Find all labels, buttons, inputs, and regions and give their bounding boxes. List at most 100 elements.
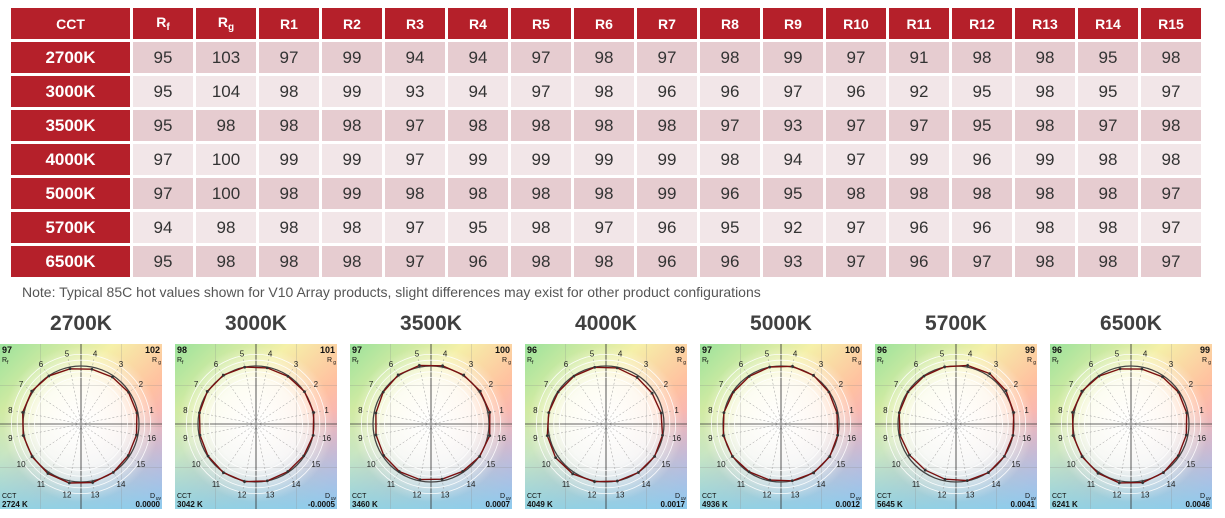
panel-title: 5700K bbox=[925, 312, 987, 335]
gamut-point bbox=[91, 481, 95, 484]
table-cell: 94 bbox=[448, 76, 508, 107]
gamut-point bbox=[1096, 471, 1100, 475]
gamut-point bbox=[1117, 481, 1121, 485]
duv-label: D bbox=[850, 493, 855, 500]
duv-label-sub: uv bbox=[856, 496, 862, 502]
gamut-point bbox=[835, 411, 839, 415]
table-cell: 99 bbox=[322, 144, 382, 175]
gamut-point bbox=[302, 454, 306, 458]
gamut-point bbox=[987, 471, 990, 474]
header-r11: R11 bbox=[889, 8, 949, 39]
rg-label-sub: g bbox=[1208, 360, 1211, 366]
hue-bin-label: 1 bbox=[149, 406, 154, 415]
gamut-point bbox=[478, 389, 482, 393]
hue-bin-label: 15 bbox=[661, 460, 670, 469]
gamut-point bbox=[1097, 374, 1101, 378]
table-cell: 99 bbox=[637, 178, 697, 209]
gamut-point bbox=[198, 433, 202, 437]
duv-label: D bbox=[325, 493, 330, 500]
table-cell: 96 bbox=[637, 212, 697, 243]
rf-label-sub: f bbox=[707, 360, 709, 366]
gamut-point bbox=[1080, 389, 1084, 393]
table-cell: 95 bbox=[952, 110, 1012, 141]
table-cell: 99 bbox=[259, 144, 319, 175]
gamut-point bbox=[135, 411, 139, 415]
header-r5: R5 bbox=[511, 8, 571, 39]
gamut-point bbox=[1080, 455, 1084, 459]
table-cell: 97 bbox=[1141, 212, 1201, 243]
header-r10: R10 bbox=[826, 8, 886, 39]
rf-label-sub: f bbox=[1057, 360, 1059, 366]
duv-value: 0.0000 bbox=[136, 500, 161, 509]
table-cell: 100 bbox=[196, 178, 256, 209]
gamut-point bbox=[943, 365, 947, 369]
table-row: 5700K 94 98 98 98 97 95 98 97 96 95 92 97 96 96 98 98 97 bbox=[11, 212, 1201, 243]
hue-bin-label: 1 bbox=[849, 406, 854, 415]
hue-bin-label: 16 bbox=[322, 434, 331, 443]
gamut-point bbox=[615, 479, 619, 483]
row-cct-label: 6500K bbox=[11, 246, 130, 277]
rg-label-sub: g bbox=[333, 360, 336, 366]
duv-label: D bbox=[1025, 493, 1030, 500]
table-cell: 99 bbox=[1015, 144, 1075, 175]
duv-label: D bbox=[1200, 493, 1205, 500]
table-cell: 95 bbox=[448, 212, 508, 243]
table-cell: 95 bbox=[133, 246, 193, 277]
duv-label-sub: uv bbox=[156, 496, 162, 502]
hue-bin-label: 2 bbox=[839, 380, 844, 389]
gamut-point bbox=[1177, 390, 1180, 394]
table-cell: 97 bbox=[511, 76, 571, 107]
cct-label: CCT bbox=[877, 493, 892, 500]
hue-bin-label: 7 bbox=[719, 380, 724, 389]
table-cell: 95 bbox=[133, 42, 193, 73]
rg-label: R bbox=[1202, 357, 1207, 364]
hue-bin-label: 1 bbox=[324, 406, 329, 415]
hue-bin-label: 13 bbox=[441, 491, 450, 500]
hue-bin-label: 3 bbox=[1169, 360, 1174, 369]
cct-label: CCT bbox=[177, 493, 192, 500]
hue-bin-label: 14 bbox=[467, 480, 476, 489]
rf-label: R bbox=[2, 357, 7, 364]
gamut-point bbox=[943, 477, 947, 481]
table-cell: 99 bbox=[448, 144, 508, 175]
gamut-point bbox=[1161, 375, 1164, 379]
gamut-point bbox=[722, 411, 726, 415]
cct-label: CCT bbox=[702, 493, 717, 500]
table-body: 2700K 95 103 97 99 94 94 97 98 97 98 99 97 91 98 98 95 98… bbox=[11, 42, 1201, 277]
table-cell: 97 bbox=[889, 110, 949, 141]
hue-bin-label: 9 bbox=[358, 434, 363, 443]
duv-value: 0.0012 bbox=[836, 500, 861, 509]
rg-label-sub: g bbox=[1033, 360, 1036, 366]
gamut-point bbox=[1185, 411, 1189, 415]
hue-bin-label: 11 bbox=[387, 480, 396, 489]
table-cell: 92 bbox=[763, 212, 823, 243]
hue-bin-label: 3 bbox=[294, 360, 299, 369]
rf-value: 96 bbox=[877, 345, 887, 355]
hue-bin-label: 6 bbox=[914, 360, 919, 369]
header-r7: R7 bbox=[637, 8, 697, 39]
table-cell: 98 bbox=[259, 76, 319, 107]
duv-label-sub: uv bbox=[681, 496, 687, 502]
hue-bin-label: 14 bbox=[292, 480, 301, 489]
hue-bin-label: 11 bbox=[912, 480, 921, 489]
table-cell: 97 bbox=[385, 246, 445, 277]
rf-value: 97 bbox=[2, 345, 12, 355]
header-rg-sub: g bbox=[228, 22, 235, 33]
hue-bin-label: 14 bbox=[642, 480, 651, 489]
hue-bin-label: 5 bbox=[415, 349, 420, 358]
hue-bin-label: 3 bbox=[644, 360, 649, 369]
gamut-point bbox=[397, 470, 401, 473]
gamut-point bbox=[110, 375, 114, 379]
gamut-point bbox=[243, 480, 246, 484]
table-row: 5000K 97 100 98 99 98 98 98 98 99 96 95 98 98 98 98 98 97 bbox=[11, 178, 1201, 209]
gamut-point bbox=[461, 469, 465, 473]
table-cell: 97 bbox=[826, 212, 886, 243]
rf-label-sub: f bbox=[182, 360, 184, 366]
header-r13: R13 bbox=[1015, 8, 1075, 39]
gamut-point bbox=[206, 454, 210, 458]
hue-bin-label: 2 bbox=[664, 380, 669, 389]
rf-value: 97 bbox=[702, 345, 712, 355]
hue-bin-label: 5 bbox=[240, 349, 245, 358]
